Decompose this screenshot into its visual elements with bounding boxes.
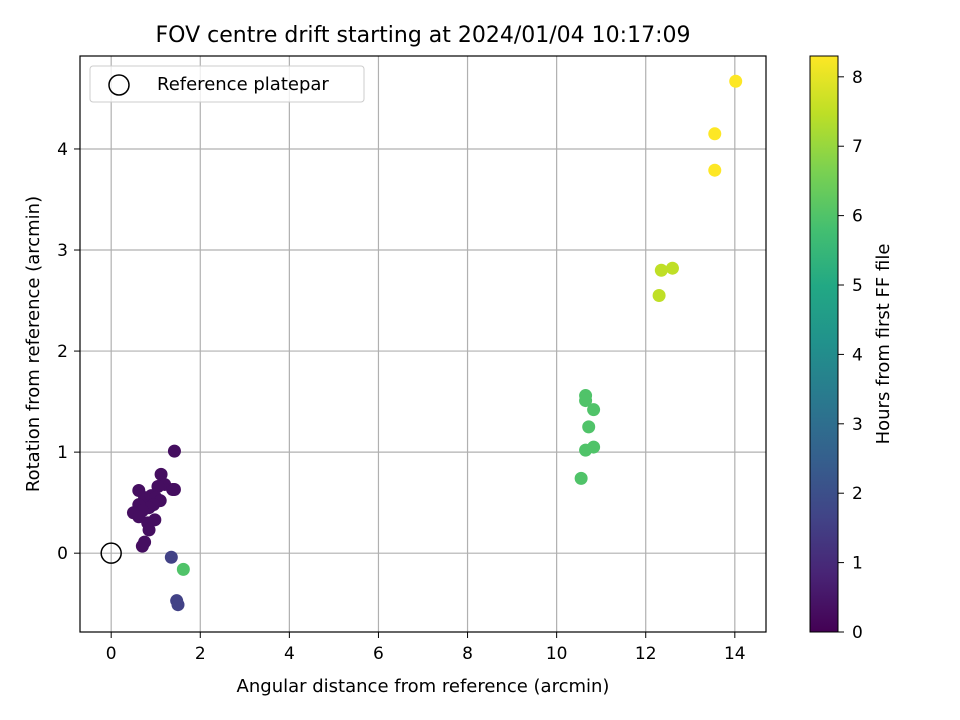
chart-title: FOV centre drift starting at 2024/01/04 … bbox=[156, 23, 691, 48]
data-point bbox=[708, 163, 722, 177]
y-tick-label: 4 bbox=[57, 140, 68, 160]
data-point bbox=[587, 403, 601, 417]
colorbar-label: Hours from first FF file bbox=[873, 244, 894, 445]
data-point bbox=[135, 539, 149, 553]
x-tick-label: 0 bbox=[106, 644, 117, 664]
legend-label: Reference platepar bbox=[157, 74, 329, 95]
data-point bbox=[708, 127, 722, 141]
grid-lines bbox=[80, 56, 766, 632]
x-axis-label: Angular distance from reference (arcmin) bbox=[237, 676, 610, 697]
colorbar-gradient bbox=[810, 56, 838, 632]
colorbar-tick-label: 0 bbox=[852, 623, 863, 643]
data-point bbox=[167, 444, 181, 458]
plot-frame bbox=[79, 55, 767, 633]
data-point bbox=[164, 550, 178, 564]
data-points bbox=[126, 74, 743, 612]
colorbar-tick-label: 1 bbox=[852, 554, 863, 574]
colorbar-tick-label: 5 bbox=[852, 276, 863, 296]
colorbar-frame bbox=[809, 55, 839, 633]
data-point bbox=[665, 261, 679, 275]
data-point bbox=[148, 513, 162, 527]
y-tick-label: 2 bbox=[57, 342, 68, 362]
reference-marker-group bbox=[100, 542, 122, 564]
colorbar-tick-label: 4 bbox=[852, 345, 863, 365]
x-tick-label: 6 bbox=[373, 644, 384, 664]
data-point bbox=[579, 394, 593, 408]
colorbar-tick-label: 2 bbox=[852, 484, 863, 504]
y-axis-label: Rotation from reference (arcmin) bbox=[23, 196, 44, 492]
legend-marker-icon bbox=[108, 74, 130, 96]
data-point bbox=[652, 288, 666, 302]
data-point bbox=[579, 443, 593, 457]
data-point bbox=[582, 420, 596, 434]
x-tick-label: 12 bbox=[635, 644, 657, 664]
x-axis-ticks: 0 2 4 6 8 10 12 14 bbox=[106, 632, 746, 664]
y-tick-label: 0 bbox=[57, 544, 68, 564]
y-tick-label: 1 bbox=[57, 443, 68, 463]
data-point bbox=[729, 74, 743, 88]
x-tick-label: 14 bbox=[724, 644, 746, 664]
reference-platepar-marker bbox=[100, 542, 122, 564]
colorbar-ticks: 0 1 2 3 4 5 6 7 8 bbox=[838, 68, 863, 643]
x-tick-label: 2 bbox=[195, 644, 206, 664]
data-point bbox=[167, 483, 181, 497]
colorbar-tick-label: 7 bbox=[852, 137, 863, 157]
data-point bbox=[171, 598, 185, 612]
data-point bbox=[654, 263, 668, 277]
legend-box bbox=[89, 65, 365, 103]
colorbar-tick-label: 8 bbox=[852, 68, 863, 88]
x-tick-label: 8 bbox=[462, 644, 473, 664]
data-point bbox=[154, 467, 168, 481]
y-tick-label: 3 bbox=[57, 241, 68, 261]
x-tick-label: 10 bbox=[546, 644, 568, 664]
data-point bbox=[574, 471, 588, 485]
colorbar-tick-label: 6 bbox=[852, 207, 863, 227]
y-axis-ticks: 0 1 2 3 4 bbox=[57, 140, 80, 564]
colorbar: 0 1 2 3 4 5 6 7 8 Hours from first FF file bbox=[809, 55, 894, 643]
colorbar-tick-label: 3 bbox=[852, 415, 863, 435]
data-point bbox=[142, 523, 156, 537]
x-tick-label: 4 bbox=[284, 644, 295, 664]
data-point bbox=[176, 562, 190, 576]
legend: Reference platepar bbox=[89, 65, 365, 103]
data-point bbox=[151, 479, 165, 493]
